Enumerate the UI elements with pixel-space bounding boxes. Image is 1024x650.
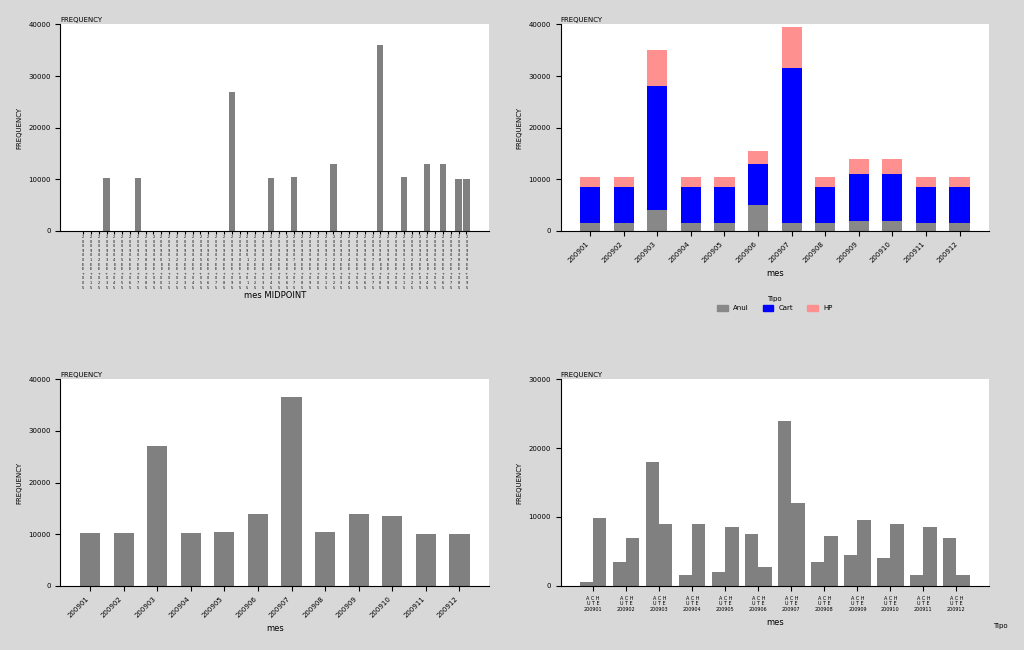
X-axis label: mes MIDPOINT: mes MIDPOINT: [244, 291, 306, 300]
Bar: [214, 532, 234, 586]
Text: FREQUENCY: FREQUENCY: [560, 17, 603, 23]
Bar: [815, 223, 836, 231]
Bar: [715, 223, 734, 231]
Bar: [248, 514, 268, 586]
Bar: [915, 177, 936, 187]
X-axis label: mes: mes: [766, 269, 783, 278]
Y-axis label: FREQUENCY: FREQUENCY: [517, 107, 523, 149]
Bar: [949, 223, 970, 231]
Bar: [815, 177, 836, 187]
Bar: [778, 421, 792, 586]
X-axis label: mes: mes: [766, 618, 783, 627]
Bar: [382, 516, 402, 586]
Bar: [450, 534, 470, 586]
Bar: [228, 92, 234, 231]
Y-axis label: FREQUENCY: FREQUENCY: [16, 462, 23, 504]
Bar: [857, 521, 870, 586]
Bar: [943, 538, 956, 586]
Bar: [883, 174, 902, 220]
Bar: [849, 174, 869, 220]
Bar: [416, 534, 436, 586]
Bar: [883, 220, 902, 231]
Bar: [291, 177, 297, 231]
Bar: [824, 536, 838, 586]
Bar: [883, 159, 902, 174]
X-axis label: mes: mes: [266, 625, 284, 633]
Bar: [613, 562, 627, 586]
Bar: [811, 562, 824, 586]
Bar: [424, 164, 430, 231]
Bar: [878, 558, 891, 586]
Bar: [715, 187, 734, 223]
Legend: Anul, Cart, HP: Anul, Cart, HP: [715, 293, 836, 314]
Bar: [463, 179, 470, 231]
Bar: [910, 575, 924, 586]
Text: Tipo: Tipo: [993, 623, 1008, 629]
Bar: [915, 223, 936, 231]
Bar: [781, 27, 802, 68]
Bar: [748, 151, 768, 164]
Bar: [647, 50, 668, 86]
Bar: [781, 223, 802, 231]
Bar: [580, 177, 600, 187]
Bar: [647, 86, 668, 210]
Y-axis label: FREQUENCY: FREQUENCY: [16, 107, 23, 149]
Bar: [849, 220, 869, 231]
Bar: [712, 572, 725, 586]
Bar: [627, 538, 639, 586]
Bar: [781, 68, 802, 223]
Bar: [114, 532, 134, 586]
Bar: [315, 532, 335, 586]
Bar: [180, 532, 201, 586]
Bar: [135, 177, 141, 231]
Bar: [456, 179, 462, 231]
Bar: [844, 555, 857, 586]
Bar: [103, 177, 110, 231]
Bar: [759, 567, 771, 586]
Bar: [400, 177, 407, 231]
Bar: [377, 45, 383, 231]
Bar: [792, 503, 805, 586]
Bar: [849, 159, 869, 174]
Text: FREQUENCY: FREQUENCY: [60, 372, 102, 378]
Bar: [580, 582, 593, 586]
Bar: [681, 223, 701, 231]
Bar: [659, 524, 673, 586]
Bar: [331, 164, 337, 231]
Bar: [282, 397, 302, 586]
Bar: [613, 177, 634, 187]
Bar: [956, 575, 970, 586]
Bar: [692, 524, 706, 586]
Bar: [949, 187, 970, 223]
Bar: [580, 187, 600, 223]
Bar: [80, 532, 100, 586]
Text: FREQUENCY: FREQUENCY: [60, 17, 102, 23]
Bar: [891, 524, 903, 586]
Bar: [647, 210, 668, 231]
Bar: [593, 518, 606, 586]
Bar: [924, 527, 937, 586]
Bar: [267, 177, 274, 231]
Bar: [949, 177, 970, 187]
Bar: [915, 187, 936, 223]
Bar: [681, 187, 701, 223]
Bar: [147, 447, 167, 586]
Text: FREQUENCY: FREQUENCY: [560, 372, 603, 378]
Bar: [748, 205, 768, 231]
Bar: [815, 187, 836, 223]
Bar: [748, 164, 768, 205]
Y-axis label: FREQUENCY: FREQUENCY: [517, 462, 523, 504]
Bar: [348, 514, 369, 586]
Bar: [679, 575, 692, 586]
Bar: [439, 164, 446, 231]
Bar: [613, 187, 634, 223]
Bar: [725, 527, 738, 586]
Bar: [745, 534, 759, 586]
Bar: [613, 223, 634, 231]
Bar: [715, 177, 734, 187]
Bar: [646, 462, 659, 586]
Bar: [681, 177, 701, 187]
Bar: [580, 223, 600, 231]
